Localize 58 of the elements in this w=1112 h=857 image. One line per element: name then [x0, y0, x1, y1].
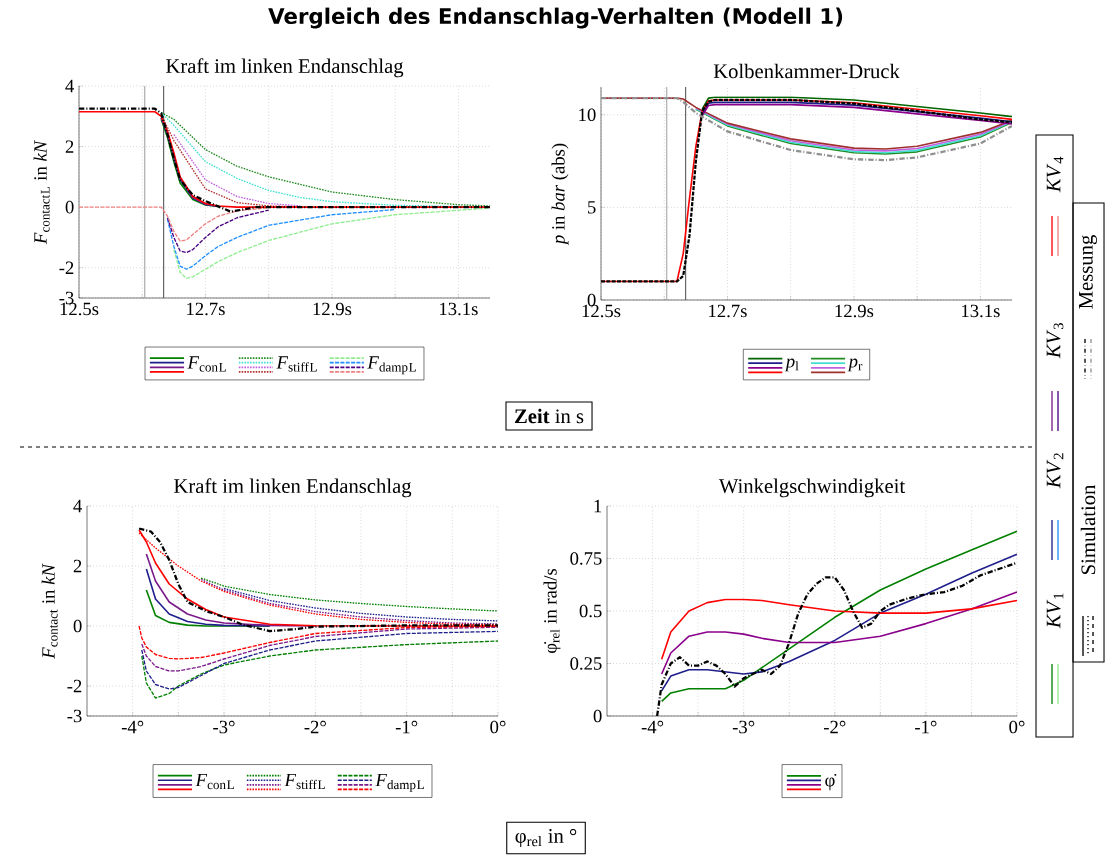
x-tick-label: -3°: [732, 720, 755, 734]
y-axis-title: F$_{contactL}$ in kN: [33, 139, 50, 245]
text: KV$_{4}$: [1046, 156, 1064, 193]
text: Simulation: [1080, 484, 1096, 574]
x-tick-label: -4°: [641, 720, 664, 734]
legend-label: p$_{l}$: [784, 358, 799, 372]
y-tick-label: 10: [579, 108, 596, 122]
x-tick-label: -3°: [213, 720, 235, 734]
y-tick-label: 0.25: [570, 657, 602, 670]
x-tick-label: 13.1s: [962, 304, 1000, 318]
x-tick-label: -2°: [304, 720, 326, 734]
y-axis-title: p in bar (abs): [551, 143, 569, 246]
legend-label: φ̇: [825, 773, 837, 791]
y-tick-label: 1: [594, 499, 602, 513]
chart-title: Winkelgschwindigkeit: [718, 478, 906, 498]
x-tick-label: -4°: [121, 720, 144, 734]
text: KV$_{3}$: [1046, 323, 1064, 359]
y-tick-label: -3: [67, 709, 82, 723]
x-tick-label: -1°: [915, 720, 937, 734]
x-tick-label: -1°: [395, 720, 418, 734]
y-axis-title: φ̇$_{rel}$ in rad/s: [543, 569, 561, 653]
text: KV$_{2}$: [1046, 453, 1064, 489]
x-tick-label: 12.9s: [313, 302, 352, 316]
x-tick-label: -2°: [823, 720, 846, 734]
legend-label: F$_{conL}$: [195, 773, 234, 790]
y-tick-label: -2: [67, 679, 82, 693]
legend-label: F$_{dampL}$: [375, 773, 424, 792]
x-tick-label: 12.9s: [835, 304, 874, 318]
text: Vergleich des Endanschlag-Verhalten (Modell 1): [268, 7, 843, 29]
y-tick-label: 0: [73, 619, 82, 633]
legend-label: F$_{dampL}$: [367, 356, 416, 375]
y-tick-label: 2: [65, 140, 74, 153]
x-tick-label: 12.7s: [187, 302, 225, 316]
legend-label: F$_{stiffL}$: [276, 356, 317, 372]
text: KV$_{1}$: [1046, 593, 1064, 629]
y-tick-label: 0: [65, 200, 74, 214]
chart-title: Kraft im linken Endanschlag: [174, 478, 412, 498]
y-tick-label: 0.5: [579, 604, 602, 618]
y-tick-label: 0: [593, 709, 602, 723]
x-axis-title: Zeit in s: [514, 408, 584, 424]
y-tick-label: 0.75: [570, 552, 602, 565]
x-tick-label: 0°: [1009, 720, 1025, 734]
text: Messung: [1079, 235, 1098, 309]
y-tick-label: 2: [73, 559, 82, 573]
chart-title: Kolbenkammer-Druck: [713, 63, 900, 79]
y-tick-label: 5: [588, 201, 596, 214]
x-tick-label: 13.1s: [440, 302, 478, 316]
y-tick-label: -2: [59, 261, 74, 274]
y-tick-label: 4: [65, 79, 75, 93]
y-tick-label: 4: [73, 499, 83, 513]
legend-label: F$_{stiffL}$: [284, 773, 325, 790]
x-axis-title: φ$_{rel}$ in °: [515, 828, 577, 848]
y-axis-title: F$_{contact}$ in kN: [41, 563, 58, 659]
x-tick-label: 12.7s: [709, 304, 747, 318]
chart-title: Kraft im linken Endanschlag: [166, 58, 404, 78]
legend-label: F$_{conL}$: [187, 356, 226, 372]
legend-label: p$_{r}$: [847, 358, 863, 372]
x-tick-label: 0°: [490, 720, 506, 734]
